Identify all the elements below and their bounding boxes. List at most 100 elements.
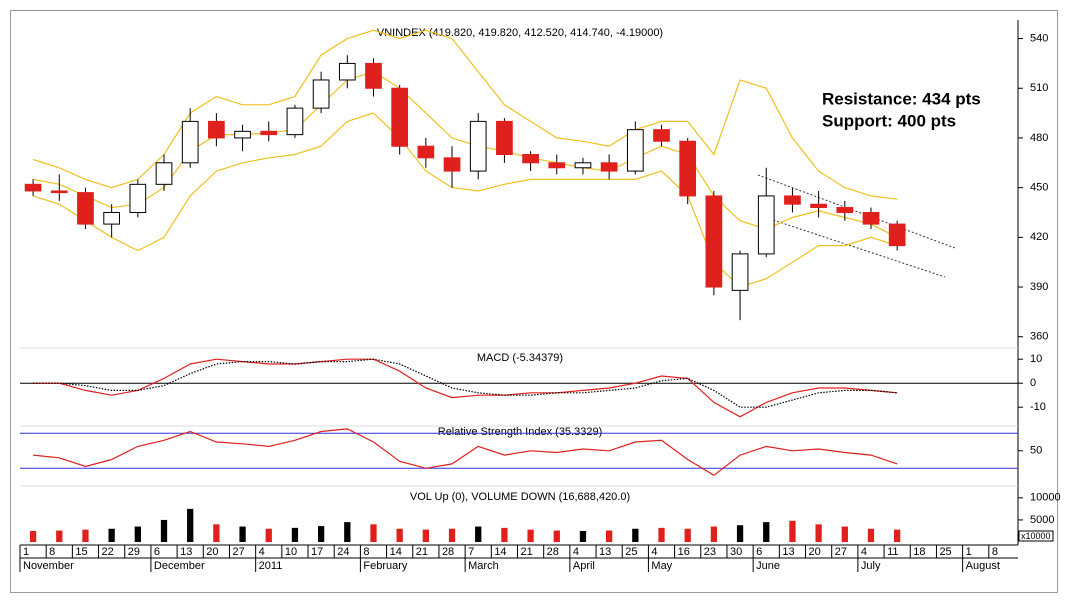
volume-bar	[867, 528, 875, 542]
candle-body	[810, 203, 827, 209]
candle-body	[731, 253, 749, 291]
y-tick-label: 10	[1030, 353, 1042, 365]
candle-body	[679, 140, 697, 197]
candle-body	[181, 120, 199, 164]
month-label: February	[363, 560, 408, 572]
candle-body	[260, 130, 278, 136]
x-tick-label: 15	[75, 546, 87, 558]
x-tick-label: 14	[390, 546, 402, 558]
volume-bar	[894, 529, 901, 542]
candle-body	[522, 154, 539, 164]
volume-title: VOL Up (0), VOLUME DOWN (16,688,420.0)	[410, 491, 630, 503]
macd-title: MACD (-5.34379)	[477, 352, 563, 364]
annotation: Resistance: 434 pts	[822, 89, 981, 108]
volume-bar	[736, 525, 744, 542]
y-tick-label: 5000	[1030, 514, 1054, 526]
x-tick-label: 29	[128, 546, 140, 558]
volume-bar	[684, 528, 691, 542]
y-tick-label: 510	[1030, 82, 1048, 94]
volume-bar	[763, 522, 770, 542]
x-tick-label: 28	[442, 546, 454, 558]
month-label: April	[573, 560, 595, 572]
x-tick-label: 7	[468, 546, 474, 558]
annotation: Support: 400 pts	[822, 111, 956, 130]
candle-body	[574, 162, 592, 169]
candle-body	[338, 62, 356, 81]
volume-bar	[370, 524, 377, 542]
line-series	[32, 71, 898, 238]
candle-body	[50, 190, 68, 194]
candle-body	[653, 129, 670, 142]
month-label: June	[756, 560, 780, 572]
candle-body	[312, 79, 330, 109]
y-tick-label: 0	[1030, 377, 1036, 389]
y-tick-label: 390	[1030, 281, 1048, 293]
volume-bar	[344, 522, 351, 542]
x-tick-label: 14	[494, 546, 506, 558]
frame	[10, 10, 1058, 593]
candle-body	[784, 195, 801, 205]
volume-bar	[82, 529, 89, 542]
x-tick-label: 17	[311, 546, 323, 558]
volume-bar	[187, 508, 194, 542]
line-series	[33, 358, 898, 418]
volume-bar	[134, 526, 141, 542]
x-tick-label: 20	[206, 546, 218, 558]
x-tick-label: 16	[678, 546, 690, 558]
x-tick-label: 4	[573, 546, 579, 558]
volume-bar	[108, 528, 115, 542]
x-tick-label: 25	[625, 546, 637, 558]
x-tick-label: 1	[23, 546, 29, 558]
trend-channel	[757, 214, 946, 278]
candle-body	[626, 129, 644, 172]
month-label: July	[861, 560, 881, 572]
volume-bar	[606, 530, 613, 542]
volume-bar	[29, 530, 37, 542]
volume-bar	[789, 520, 796, 542]
candle-body	[234, 130, 251, 139]
volume-bar	[527, 529, 534, 542]
x-tick-label: 30	[730, 546, 742, 558]
x-tick-label: 24	[337, 546, 349, 558]
line-series	[32, 112, 898, 288]
x-tick-label: 6	[756, 546, 762, 558]
volume-bar	[710, 526, 718, 542]
volume-bar	[160, 519, 168, 542]
x-tick-label: 4	[259, 546, 265, 558]
x-tick-label: 21	[416, 546, 428, 558]
candle-body	[705, 195, 723, 288]
x-tick-label: 8	[363, 546, 369, 558]
volume-bar	[579, 530, 587, 542]
x-tick-label: 18	[913, 546, 925, 558]
candle-body	[757, 195, 775, 255]
x-tick-label: 11	[887, 546, 898, 558]
candle-body	[600, 162, 618, 172]
month-label: 2011	[259, 560, 283, 572]
volume-bar	[239, 526, 246, 542]
volume-bar	[448, 528, 456, 542]
x-tick-label: 4	[861, 546, 867, 558]
x-tick-label: 20	[809, 546, 821, 558]
x-tick-label: 8	[992, 546, 998, 558]
y-tick-label: 420	[1030, 231, 1048, 243]
price-title: VNINDEX (419.820, 419.820, 412.520, 414.…	[377, 27, 663, 39]
candle-body	[286, 107, 304, 136]
candle-body	[836, 207, 854, 213]
x-tick-label: 13	[180, 546, 192, 558]
x-tick-label: 1	[966, 546, 972, 558]
candle-body	[888, 223, 906, 247]
candle-body	[77, 192, 94, 225]
volume-bar	[841, 526, 848, 542]
candle-body	[443, 157, 461, 172]
x-tick-label: 13	[599, 546, 611, 558]
volume-bar	[632, 528, 639, 542]
line-series	[33, 358, 898, 408]
y-tick-label: 10000	[1030, 492, 1061, 504]
x-tick-label: 25	[939, 546, 951, 558]
y-tick-label: -10	[1030, 401, 1046, 413]
x-tick-label: 22	[102, 546, 114, 558]
candle-body	[417, 145, 435, 159]
month-label: November	[23, 560, 74, 572]
trend-channel	[757, 174, 956, 249]
